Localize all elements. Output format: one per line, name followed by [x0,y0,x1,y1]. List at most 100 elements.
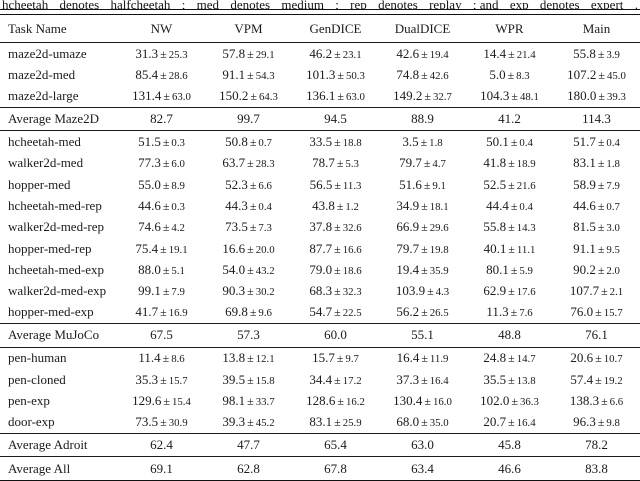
plus-minus: ± [162,135,170,150]
value-cell: 39.5 ±15.8 [205,372,292,388]
mean-value: 11.4 [138,350,161,366]
task-name-cell: pen-human [8,350,67,366]
caption-word: denotes [539,0,580,9]
mean-value: 99.1 [138,283,161,299]
std-value: 45.0 [606,69,626,82]
plus-minus: ± [162,262,170,277]
plus-minus: ± [511,89,518,104]
mean-value: 79.7 [396,240,420,256]
std-value: 28.3 [255,158,275,171]
value-cell: 102.0 ±36.3 [466,393,553,409]
mean-value: 104.3 [480,88,510,104]
table-row: maze2d-umaze 31.3 ±25.3 57.8 ±29.1 46.2 ±23… [0,43,640,64]
std-value: 9.1 [432,179,446,192]
plus-minus: ± [508,177,515,192]
plus-minus: ± [334,177,341,192]
plus-minus: ± [597,46,605,61]
task-name-cell: Average MuJoCo [8,327,100,343]
plus-minus: ± [510,305,518,320]
std-value: 54.3 [255,69,275,82]
plus-minus: ± [334,372,341,387]
value-cell: 74.6 ±4.2 [118,219,205,235]
plus-minus: ± [163,393,170,408]
mean-value: 180.0 [567,88,597,104]
value-cell: 88.0 ±5.1 [118,262,205,278]
column-header-gendice: GenDICE [309,20,362,36]
mean-value: 73.5 [135,414,159,430]
caption-word: ; [181,0,186,9]
mean-value: 51.6 [399,176,422,192]
value-cell: 44.4 ±0.4 [466,198,553,214]
plus-minus: ± [421,198,428,213]
plus-minus: ± [334,241,341,256]
value-cell: 19.4 ±35.9 [379,262,466,278]
plus-minus: ± [597,415,605,430]
value-cell: 104.3 ±48.1 [466,88,553,104]
plus-minus: ± [421,67,428,82]
plus-minus: ± [247,351,254,366]
mean-value: 16.6 [222,240,246,256]
task-name-cell: walker2d-med [8,155,84,171]
table-row: pen-exp 129.6 ±15.4 98.1 ±33.7 128.6 ±16.2 … [0,390,640,411]
plus-minus: ± [160,415,167,430]
value-cell: 73.5 ±7.3 [205,219,292,235]
value-cell: 69.8 ±9.6 [205,304,292,320]
std-value: 35.9 [429,264,449,277]
plus-minus: ± [334,305,341,320]
mean-value: 5.0 [489,66,506,82]
plus-minus: ± [162,351,170,366]
std-value: 13.8 [516,374,536,387]
plus-minus: ± [249,177,257,192]
plus-minus: ± [337,89,344,104]
plus-minus: ± [249,305,257,320]
std-value: 18.8 [342,137,362,150]
task-name-cell: hcheetah-med [8,134,81,150]
plus-minus: ± [334,415,341,430]
value-cell: 98.1 ±33.7 [205,393,292,409]
average-row: Average Maze2D 82.7 99.7 94.5 88.9 41.2 … [0,108,640,131]
value-cell: 114.3 [582,111,611,127]
value-cell: 149.2 ±32.7 [379,88,466,104]
plus-minus: ± [163,89,170,104]
std-value: 5.3 [345,158,359,171]
value-cell: 60.0 [324,327,347,343]
std-value: 0.3 [171,137,185,150]
plus-minus: ± [334,46,341,61]
value-cell: 82.7 [150,111,173,127]
plus-minus: ± [421,46,428,61]
mean-value: 101.3 [306,66,336,82]
caption-word: halfcheetah [110,0,171,9]
value-cell: 79.7 ±19.8 [379,241,466,257]
top-double-rule [0,9,640,15]
mean-value: 39.5 [222,371,246,387]
task-name-cell: pen-exp [8,392,50,408]
value-cell: 63.0 [411,437,434,452]
mean-value: 24.8 [483,350,507,366]
plus-minus: ± [511,393,518,408]
section-rule [0,323,640,325]
plus-minus: ± [423,156,431,171]
mean-value: 40.1 [483,240,507,256]
value-cell: 180.0 ±39.3 [553,88,640,104]
std-value: 21.4 [516,48,536,61]
std-value: 2.0 [606,264,620,277]
caption-word: medium [281,0,324,9]
std-value: 26.5 [429,307,449,320]
value-cell: 42.6 ±19.4 [379,46,466,62]
plus-minus: ± [597,220,605,235]
plus-minus: ± [249,135,257,150]
value-cell: 45.8 [498,437,521,452]
section-rule [0,432,640,434]
std-value: 7.3 [258,222,272,235]
mean-value: 91.1 [222,66,246,82]
task-name-cell: Average All [8,460,71,476]
value-cell: 16.4 ±11.9 [379,350,466,366]
table-row: pen-cloned 35.3 ±15.7 39.5 ±15.8 34.4 ±17.2… [0,369,640,390]
std-value: 3.9 [606,48,620,61]
value-cell: 56.5 ±11.3 [292,177,379,193]
std-value: 33.7 [255,395,275,408]
plus-minus: ± [160,241,167,256]
value-cell: 67.5 [150,327,173,343]
section-rule [0,106,640,108]
